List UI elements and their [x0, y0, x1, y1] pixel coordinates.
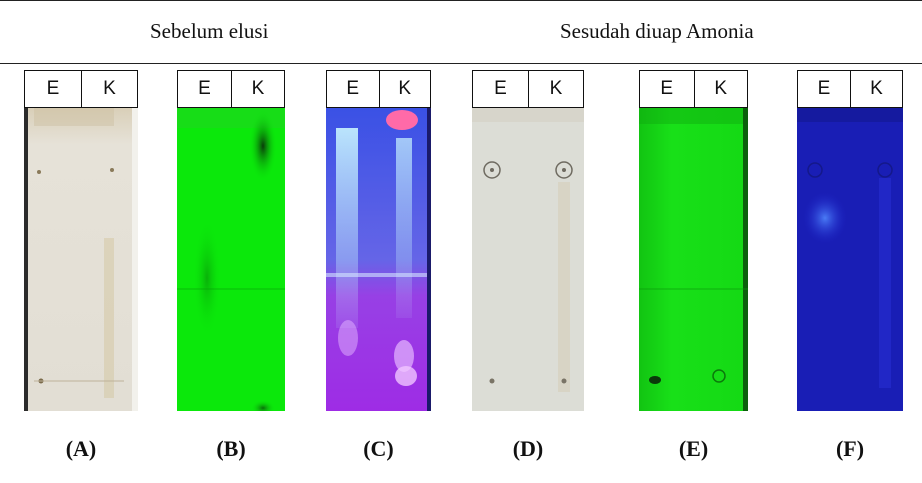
- caption-d: (D): [512, 436, 544, 461]
- tlc-strip-image: [326, 108, 431, 411]
- lane-label-e: E: [817, 78, 831, 99]
- lane-label-row: E K: [177, 70, 285, 108]
- lane-label-k: K: [81, 71, 137, 107]
- lane-label-row: E K: [326, 70, 431, 108]
- heading-before-elution: Sebelum elusi: [150, 19, 269, 43]
- tlc-strip-image: [24, 108, 138, 411]
- lane-label-k: K: [693, 71, 748, 107]
- tlc-strip-image: [639, 108, 748, 411]
- lane-label-e: E: [198, 78, 211, 99]
- lane-label-row: E K: [639, 70, 748, 108]
- tlc-strip-image: [797, 108, 903, 411]
- lane-label-row: E K: [797, 70, 903, 108]
- caption-e: (E): [678, 436, 709, 461]
- lane-label-k: K: [850, 71, 902, 107]
- lane-label-e: E: [46, 78, 60, 99]
- lane-label-e: E: [346, 78, 360, 99]
- tlc-strip-image: [472, 108, 584, 411]
- tlc-strip-image: [177, 108, 285, 411]
- lane-label-e: E: [660, 78, 674, 99]
- caption-c: (C): [363, 436, 394, 461]
- header-rule: [0, 63, 922, 64]
- caption-f: (F): [835, 436, 865, 461]
- top-rule: [0, 0, 922, 1]
- heading-after-ammonia: Sesudah diuap Amonia: [560, 19, 754, 43]
- lane-label-e: E: [494, 78, 507, 99]
- caption-a: (A): [65, 436, 97, 461]
- lane-label-row: E K: [24, 70, 138, 108]
- lane-label-row: E K: [472, 70, 584, 108]
- caption-b: (B): [216, 436, 246, 461]
- lane-label-k: K: [231, 71, 284, 107]
- lane-label-k: K: [378, 71, 431, 107]
- lane-label-k: K: [528, 71, 583, 107]
